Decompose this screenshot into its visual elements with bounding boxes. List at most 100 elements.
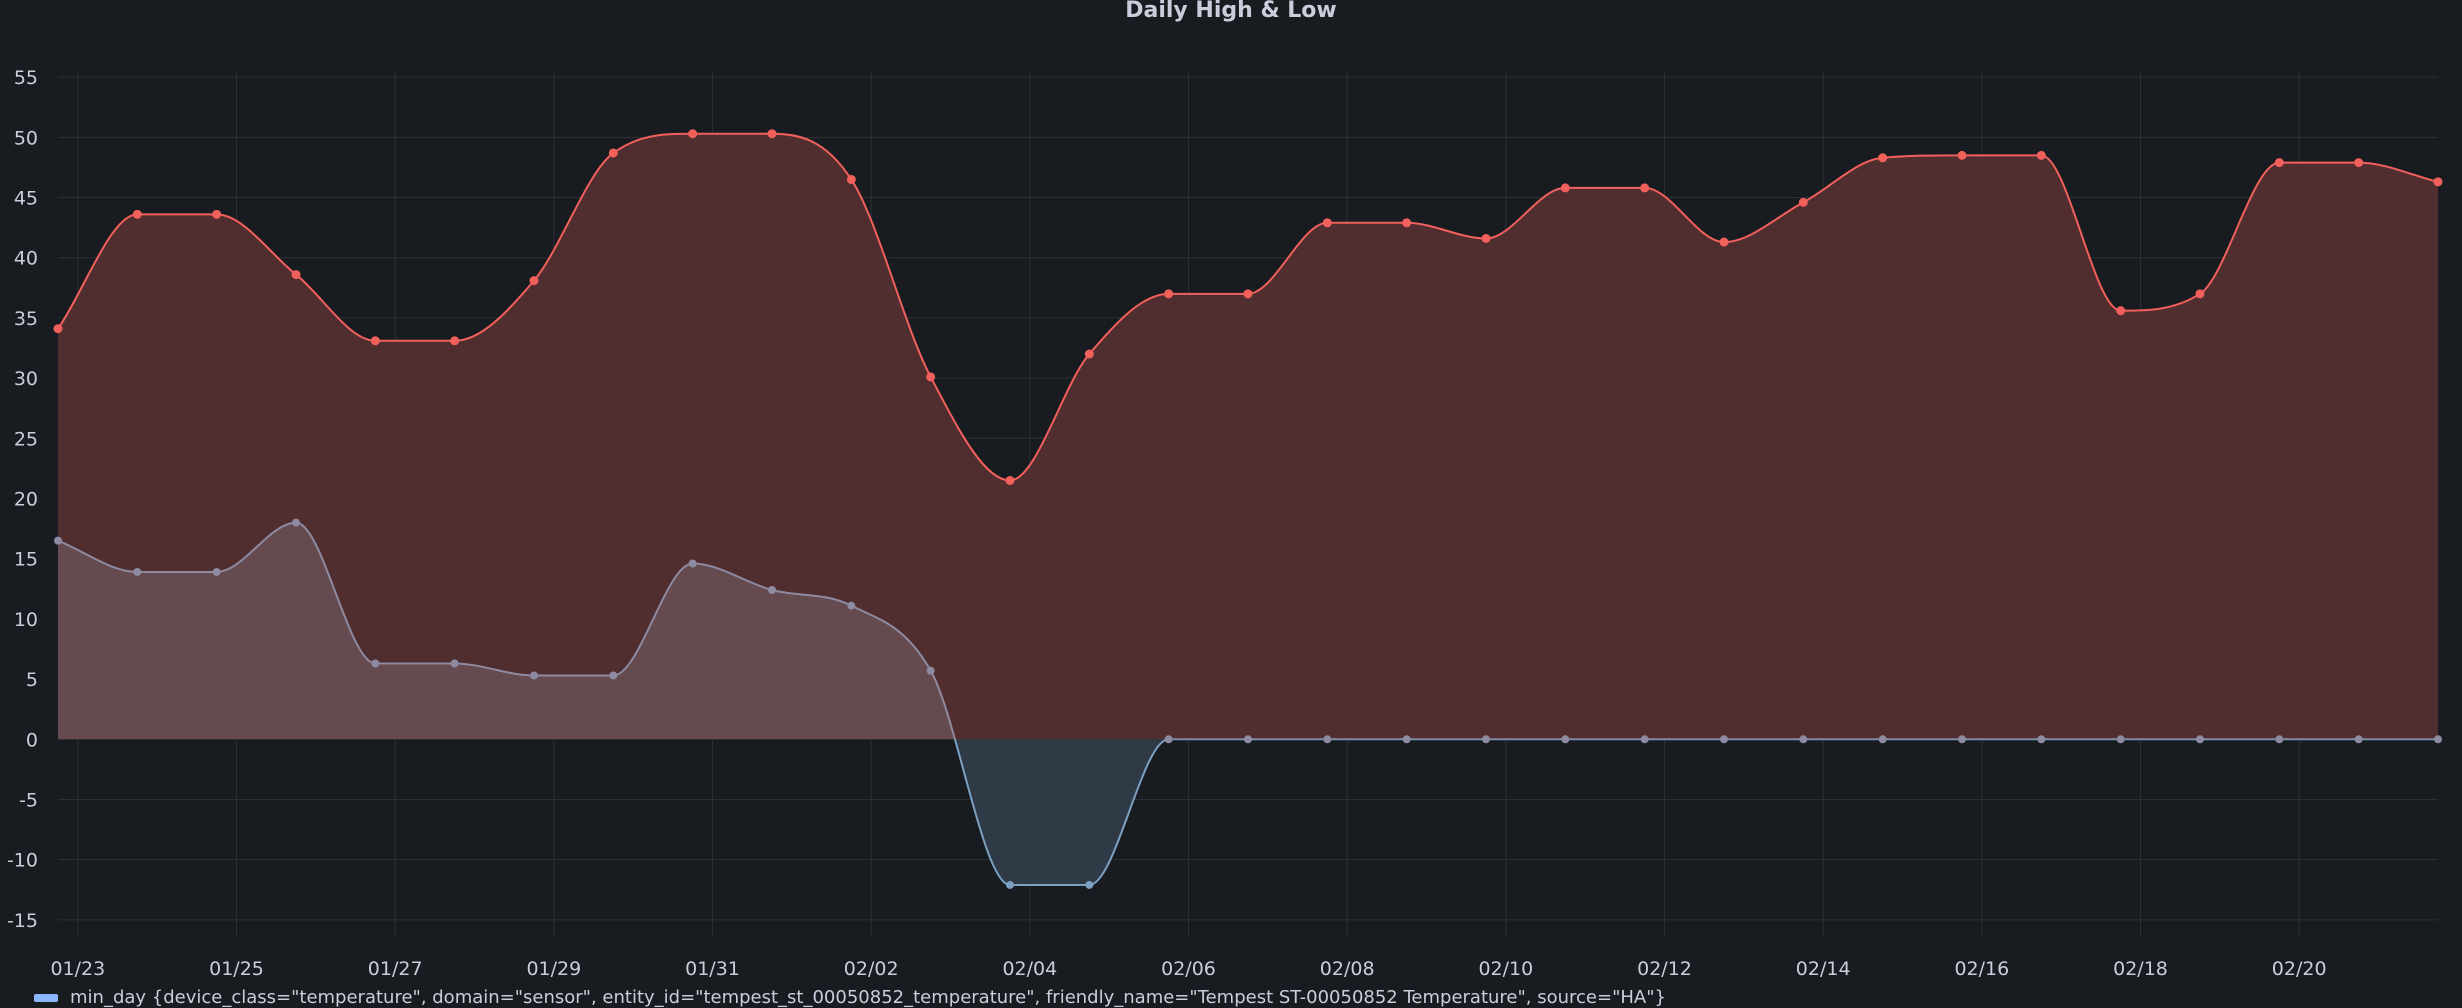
low-point[interactable] — [1164, 735, 1173, 744]
high-point[interactable] — [1005, 475, 1015, 485]
high-point[interactable] — [608, 148, 618, 158]
high-point[interactable] — [53, 324, 63, 334]
x-tick-label: 02/14 — [1796, 958, 1851, 980]
low-point[interactable] — [1958, 735, 1966, 744]
high-point[interactable] — [688, 129, 698, 139]
low-point[interactable] — [292, 518, 300, 527]
high-point[interactable] — [1719, 237, 1729, 247]
x-tick-label: 02/08 — [1320, 958, 1375, 980]
high-point[interactable] — [1640, 183, 1650, 193]
high-point[interactable] — [1798, 197, 1808, 207]
low-point[interactable] — [1323, 735, 1332, 744]
high-point[interactable] — [846, 174, 856, 184]
x-tick-label: 02/16 — [1954, 958, 2009, 980]
legend-swatch — [34, 994, 58, 1002]
low-point[interactable] — [133, 567, 142, 576]
low-point[interactable] — [212, 567, 221, 576]
high-point[interactable] — [1481, 233, 1491, 243]
x-tick-label: 02/20 — [2272, 958, 2327, 980]
high-point[interactable] — [767, 129, 777, 139]
low-point[interactable] — [1640, 735, 1649, 744]
x-tick-label: 02/02 — [844, 958, 899, 980]
low-point[interactable] — [1085, 880, 1094, 889]
y-tick-label: 50 — [14, 127, 38, 149]
low-line-negative[interactable] — [58, 523, 2438, 886]
low-point[interactable] — [768, 586, 776, 594]
low-point[interactable] — [1878, 735, 1887, 744]
low-point[interactable] — [1482, 735, 1490, 744]
high-point[interactable] — [1164, 289, 1174, 299]
x-tick-label: 02/06 — [1161, 958, 1216, 980]
low-point[interactable] — [54, 536, 62, 545]
low-line[interactable] — [57, 521, 2438, 885]
high-point[interactable] — [2116, 306, 2126, 316]
y-tick-label: 20 — [14, 489, 38, 511]
low-point[interactable] — [609, 671, 618, 680]
y-tick-label: 45 — [14, 188, 38, 210]
high-point[interactable] — [2036, 150, 2046, 160]
y-tick-label: 5 — [26, 669, 38, 691]
high-point[interactable] — [1560, 183, 1570, 193]
low-point[interactable] — [847, 601, 856, 610]
x-tick-label: 02/18 — [2113, 958, 2168, 980]
high-point[interactable] — [370, 336, 380, 346]
low-point[interactable] — [371, 659, 380, 668]
low-point[interactable] — [2116, 735, 2125, 744]
high-point[interactable] — [212, 209, 222, 219]
y-tick-label: 10 — [14, 609, 38, 631]
legend[interactable]: min_day {device_class="temperature", dom… — [34, 988, 1666, 1008]
high-area — [58, 133, 2438, 740]
high-point[interactable] — [529, 276, 539, 286]
low-point[interactable] — [530, 671, 538, 680]
high-point[interactable] — [291, 270, 301, 280]
low-point[interactable] — [2037, 735, 2046, 744]
low-point[interactable] — [2196, 735, 2204, 744]
x-tick-label: 02/04 — [1002, 958, 1057, 980]
low-point[interactable] — [1244, 735, 1252, 744]
y-tick-label: -10 — [7, 850, 38, 872]
high-point[interactable] — [2354, 158, 2364, 168]
high-point[interactable] — [1402, 218, 1412, 228]
y-tick-label: 30 — [14, 368, 38, 390]
low-point[interactable] — [926, 666, 935, 675]
y-tick-label: 15 — [14, 549, 38, 571]
high-point[interactable] — [926, 372, 936, 382]
low-point[interactable] — [2434, 735, 2442, 744]
high-point[interactable] — [2274, 158, 2284, 168]
x-tick-label: 01/27 — [368, 958, 423, 980]
high-point[interactable] — [1957, 150, 1967, 160]
y-tick-label: -15 — [7, 910, 38, 932]
low-point[interactable] — [2354, 735, 2363, 744]
y-tick-label: 35 — [14, 308, 38, 330]
high-point[interactable] — [1878, 153, 1888, 163]
x-tick-label: 01/31 — [685, 958, 740, 980]
high-point[interactable] — [132, 209, 142, 219]
high-point[interactable] — [1243, 289, 1253, 299]
low-point[interactable] — [1006, 880, 1014, 889]
high-point[interactable] — [450, 336, 460, 346]
low-point[interactable] — [688, 559, 697, 568]
low-point[interactable] — [1720, 735, 1728, 744]
y-tick-label: 55 — [14, 67, 38, 89]
x-tick-label: 01/29 — [526, 958, 581, 980]
panel-title: Daily High & Low — [1125, 0, 1337, 23]
legend-label[interactable]: min_day {device_class="temperature", dom… — [70, 987, 1666, 1008]
plot-area — [53, 129, 2443, 889]
low-point[interactable] — [1402, 735, 1411, 744]
high-point[interactable] — [1084, 349, 1094, 359]
high-point[interactable] — [2195, 289, 2205, 299]
x-tick-label: 02/10 — [1478, 958, 1533, 980]
low-point[interactable] — [1561, 735, 1570, 744]
low-area-positive — [58, 522, 2438, 740]
low-point[interactable] — [1799, 735, 1808, 744]
low-point[interactable] — [2275, 735, 2284, 744]
y-tick-label: 25 — [14, 428, 38, 450]
high-point[interactable] — [1322, 218, 1332, 228]
x-axis: 01/23 01/25 01/27 01/29 01/31 02/02 02/04 02/06… — [50, 958, 2326, 980]
low-point[interactable] — [450, 659, 459, 668]
x-tick-label: 02/12 — [1637, 958, 1692, 980]
high-point[interactable] — [2433, 177, 2443, 187]
